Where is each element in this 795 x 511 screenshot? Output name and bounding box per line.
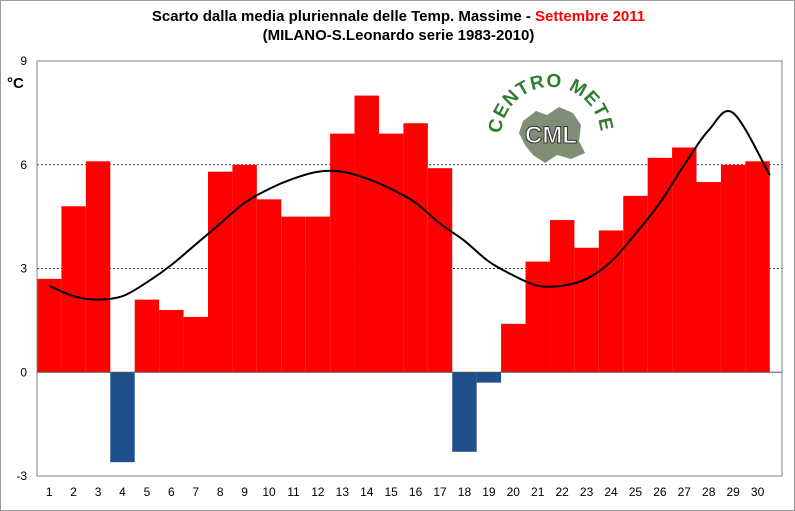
x-tick-label: 22	[555, 485, 569, 499]
x-tick-label: 23	[580, 485, 594, 499]
x-tick-label: 13	[336, 485, 350, 499]
chart-title-highlight: Settembre 2011	[535, 8, 646, 25]
bar-day-12	[305, 216, 331, 373]
bar-day-26	[647, 157, 673, 373]
bar-day-13	[330, 133, 355, 373]
x-tick-label: 9	[241, 485, 248, 499]
bar-day-22	[549, 220, 575, 373]
chart-subtitle: (MILANO-S.Leonardo serie 1983-2010)	[262, 27, 535, 44]
bar-day-27	[672, 147, 697, 373]
bar-layer	[37, 95, 770, 463]
bar-day-1	[37, 278, 62, 373]
x-tick-label: 11	[287, 485, 300, 499]
y-tick-label: 0	[20, 365, 27, 379]
bar-day-17	[427, 168, 453, 373]
bar-day-28	[696, 182, 721, 373]
bar-day-14	[354, 95, 379, 373]
bar-day-2	[61, 206, 86, 373]
x-tick-label: 10	[262, 485, 276, 499]
x-tick-label: 8	[217, 485, 224, 499]
x-tick-label: 30	[751, 485, 765, 499]
bar-day-8	[207, 171, 233, 373]
bar-day-15	[378, 133, 404, 373]
y-axis-unit-label: °C	[7, 75, 24, 92]
x-tick-label: 21	[531, 485, 545, 499]
x-tick-label: 16	[409, 485, 423, 499]
cml-logo: CENTRO METEO LOMBARDO CML	[481, 59, 616, 163]
x-tick-label: 19	[482, 485, 496, 499]
bar-day-20	[501, 323, 526, 373]
y-tick-label: 9	[20, 54, 27, 68]
x-tick-label: 18	[458, 485, 472, 499]
bar-day-5	[134, 299, 160, 373]
bar-day-29	[720, 164, 746, 373]
bar-day-3	[85, 161, 111, 373]
chart-title: Scarto dalla media pluriennale delle Tem…	[1, 8, 795, 25]
axis-layer	[36, 60, 783, 477]
x-tick-label: 12	[311, 485, 325, 499]
bar-day-11	[281, 216, 306, 373]
chart-title-main: Scarto dalla media pluriennale delle Tem…	[151, 8, 536, 25]
bar-day-23	[574, 247, 599, 373]
logo-region-shape	[519, 107, 585, 163]
x-tick-label: 28	[702, 485, 716, 499]
y-tick-label: 3	[20, 262, 27, 276]
trend-layer	[48, 110, 771, 301]
x-tick-label: 26	[653, 485, 667, 499]
x-tick-label: 17	[433, 485, 447, 499]
bar-day-4	[110, 372, 135, 463]
bar-day-10	[256, 199, 282, 373]
y-tick-label: 6	[20, 158, 27, 172]
x-tick-label: 27	[678, 485, 692, 499]
x-tick-label: 2	[70, 485, 77, 499]
x-tick-label: 14	[360, 485, 374, 499]
y-tick-label: -3	[16, 469, 27, 483]
x-tick-label: 5	[144, 485, 151, 499]
x-tick-label: 15	[385, 485, 399, 499]
bar-day-30	[745, 161, 770, 373]
x-tick-label: 29	[726, 485, 740, 499]
x-tick-label: 6	[168, 485, 175, 499]
x-tick-label: 25	[629, 485, 643, 499]
logo-center-text: CML	[525, 122, 577, 149]
x-tick-label: 7	[192, 485, 199, 499]
x-tick-label: 20	[507, 485, 521, 499]
x-tick-label: 4	[119, 485, 126, 499]
bar-day-9	[232, 164, 257, 373]
bar-day-6	[159, 310, 184, 373]
bar-day-16	[403, 123, 428, 373]
bar-day-7	[183, 316, 208, 373]
bar-day-18	[452, 372, 477, 452]
x-tick-label: 1	[46, 485, 53, 499]
x-tick-label: 3	[95, 485, 102, 499]
bar-day-19	[476, 372, 502, 383]
x-tick-label: 24	[604, 485, 618, 499]
plot-area-border	[36, 60, 783, 477]
trend-line	[48, 110, 771, 301]
bar-day-21	[525, 261, 550, 373]
